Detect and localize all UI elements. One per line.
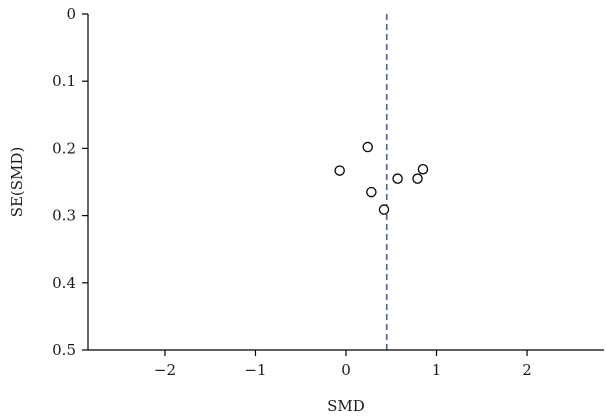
x-axis-ticks: −2 −1 0 1 2 [154, 350, 532, 379]
y-tick-label: 0 [66, 5, 76, 23]
x-tick-label: 1 [432, 361, 442, 379]
data-point [378, 204, 390, 215]
plot-area [334, 14, 429, 350]
x-tick-label: 0 [341, 361, 351, 379]
x-tick-label: 2 [522, 361, 532, 379]
x-tick-label: −2 [154, 361, 176, 379]
data-point [334, 165, 345, 176]
x-tick-label: −1 [244, 361, 266, 379]
y-tick-label: 0.5 [52, 341, 76, 359]
y-tick-label: 0.2 [52, 139, 76, 157]
x-axis-title: SMD [327, 397, 365, 415]
y-axis-ticks: 0 0.1 0.2 0.3 0.4 0.5 [52, 5, 88, 359]
data-point [417, 163, 429, 175]
y-axis-title: SE(SMD) [8, 147, 26, 218]
y-tick-label: 0.1 [52, 72, 76, 90]
y-tick-label: 0.3 [52, 207, 76, 225]
data-point [392, 173, 403, 184]
data-point [366, 186, 377, 198]
data-point [362, 141, 373, 153]
y-tick-label: 0.4 [52, 274, 76, 292]
data-point [412, 173, 423, 184]
